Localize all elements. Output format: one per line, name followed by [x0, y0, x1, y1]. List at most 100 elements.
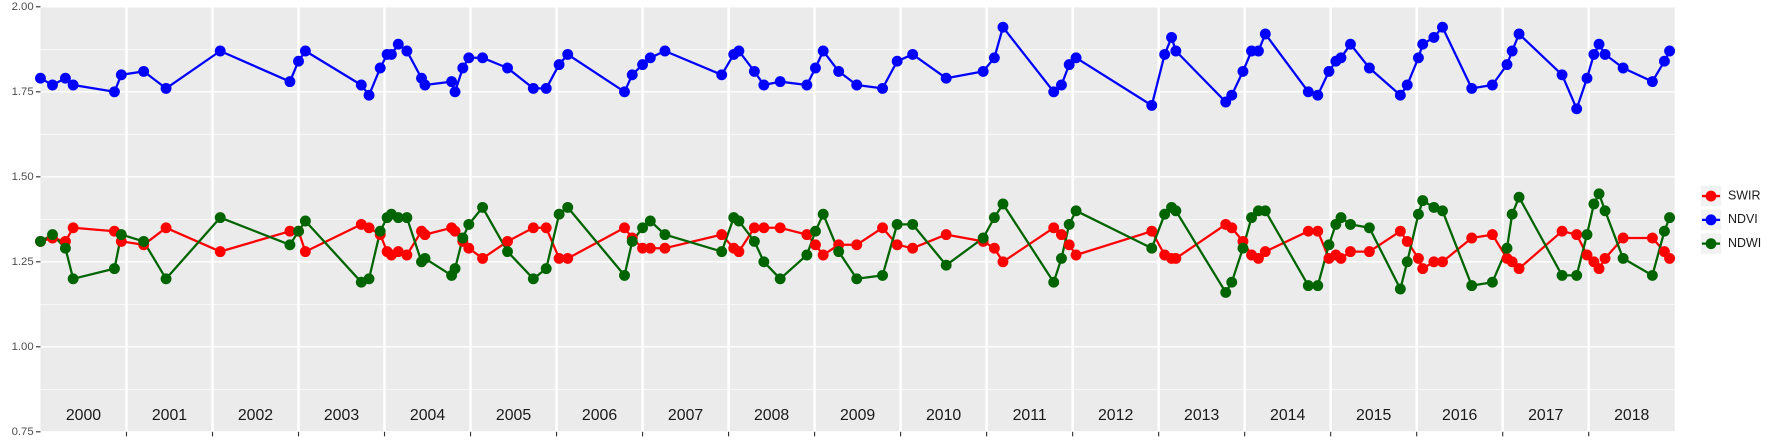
- y-tick-label: 1.25: [12, 256, 34, 268]
- data-point: [748, 65, 760, 77]
- data-point: [619, 269, 630, 281]
- data-point: [733, 215, 745, 227]
- data-point: [392, 246, 404, 258]
- data-point: [1658, 55, 1670, 67]
- data-point: [619, 222, 630, 234]
- data-point: [1513, 263, 1525, 275]
- data-point: [877, 222, 888, 234]
- year-label: 2001: [152, 407, 187, 424]
- data-point: [1166, 31, 1177, 43]
- data-point: [1466, 82, 1478, 94]
- data-point: [214, 246, 226, 258]
- data-point: [1506, 45, 1518, 57]
- data-point: [1571, 269, 1583, 281]
- data-point: [1428, 201, 1440, 213]
- data-point: [160, 222, 172, 234]
- data-point: [1581, 229, 1593, 241]
- data-point: [385, 48, 397, 60]
- data-point: [1556, 269, 1568, 281]
- data-point: [1159, 48, 1171, 60]
- data-point: [758, 79, 770, 91]
- data-point: [891, 218, 903, 230]
- data-point: [774, 273, 786, 285]
- legend-swatch: [1705, 190, 1717, 202]
- year-label: 2003: [324, 407, 359, 424]
- year-label: 2018: [1614, 407, 1649, 424]
- y-tick-label: 0.75: [12, 426, 34, 438]
- data-point: [637, 59, 649, 71]
- data-point: [1486, 229, 1498, 241]
- year-label: 2015: [1356, 407, 1391, 424]
- data-point: [562, 201, 574, 213]
- data-point: [659, 45, 671, 57]
- data-point: [977, 65, 989, 77]
- data-point: [284, 76, 296, 88]
- data-point: [758, 222, 770, 234]
- data-point: [1617, 252, 1629, 264]
- legend-label: NDWI: [1728, 236, 1761, 250]
- data-point: [1335, 52, 1347, 64]
- year-label: 2013: [1184, 407, 1219, 424]
- data-point: [1063, 59, 1075, 71]
- data-point: [446, 76, 458, 88]
- data-point: [1588, 198, 1600, 210]
- data-point: [374, 62, 386, 74]
- data-point: [553, 59, 565, 71]
- year-label: 2010: [926, 407, 961, 424]
- data-point: [1159, 208, 1171, 220]
- data-point: [988, 212, 1000, 224]
- data-layer: [35, 21, 1676, 298]
- data-point: [1302, 86, 1314, 98]
- data-point: [1048, 276, 1060, 288]
- data-point: [392, 212, 404, 224]
- year-label: 2008: [754, 407, 789, 424]
- data-point: [363, 89, 375, 101]
- data-point: [214, 45, 226, 57]
- data-point: [1571, 229, 1583, 241]
- data-point: [626, 69, 638, 81]
- data-point: [1394, 225, 1406, 237]
- data-point: [1048, 86, 1060, 98]
- data-point: [463, 52, 475, 64]
- data-point: [477, 52, 489, 64]
- data-point: [1581, 249, 1593, 261]
- data-point: [392, 38, 404, 50]
- data-point: [1070, 205, 1082, 217]
- data-point: [1345, 218, 1356, 230]
- data-point: [1556, 69, 1568, 81]
- data-point: [1226, 89, 1238, 101]
- data-point: [1363, 62, 1375, 74]
- data-point: [419, 252, 431, 264]
- data-point: [833, 65, 845, 77]
- data-point: [810, 239, 821, 251]
- data-point: [1664, 252, 1676, 264]
- data-point: [801, 229, 813, 241]
- data-point: [160, 273, 172, 285]
- data-point: [1581, 72, 1593, 84]
- data-point: [940, 72, 952, 84]
- legend-label: NDVI: [1728, 212, 1758, 226]
- data-point: [1146, 225, 1158, 237]
- data-point: [1417, 263, 1429, 275]
- data-point: [284, 225, 296, 237]
- data-point: [527, 273, 539, 285]
- data-point: [363, 222, 375, 234]
- data-point: [293, 55, 304, 67]
- data-point: [907, 218, 919, 230]
- data-point: [1070, 249, 1082, 261]
- year-label: 2011: [1013, 407, 1047, 424]
- data-point: [449, 86, 461, 98]
- year-label: 2007: [668, 407, 703, 424]
- data-point: [540, 263, 552, 275]
- year-label: 2017: [1528, 407, 1563, 424]
- data-point: [644, 242, 656, 254]
- data-point: [716, 229, 728, 241]
- data-point: [1170, 205, 1182, 217]
- data-point: [449, 263, 461, 275]
- data-point: [502, 62, 513, 74]
- data-point: [810, 225, 821, 237]
- data-point: [1363, 222, 1375, 234]
- data-point: [115, 69, 127, 81]
- data-point: [1401, 235, 1413, 247]
- data-point: [457, 62, 469, 74]
